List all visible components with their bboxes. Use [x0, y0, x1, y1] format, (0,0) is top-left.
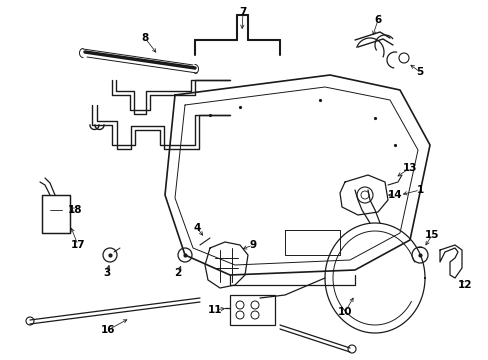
Text: 5: 5: [415, 67, 423, 77]
Text: 12: 12: [457, 280, 471, 290]
Text: 16: 16: [101, 325, 115, 335]
Bar: [42, 195, 70, 233]
Text: 6: 6: [374, 15, 381, 25]
Text: 1: 1: [415, 185, 423, 195]
Text: 3: 3: [103, 268, 110, 278]
Text: 15: 15: [424, 230, 438, 240]
Text: 14: 14: [387, 190, 402, 200]
Text: 11: 11: [207, 305, 222, 315]
Text: 18: 18: [68, 205, 82, 215]
Text: 2: 2: [174, 268, 181, 278]
Text: 13: 13: [402, 163, 416, 173]
Text: 17: 17: [71, 240, 85, 250]
Text: 9: 9: [249, 240, 256, 250]
Bar: [229, 295, 274, 325]
Text: 4: 4: [193, 223, 200, 233]
Text: 8: 8: [141, 33, 148, 43]
Text: 10: 10: [337, 307, 351, 317]
Text: 7: 7: [239, 7, 246, 17]
